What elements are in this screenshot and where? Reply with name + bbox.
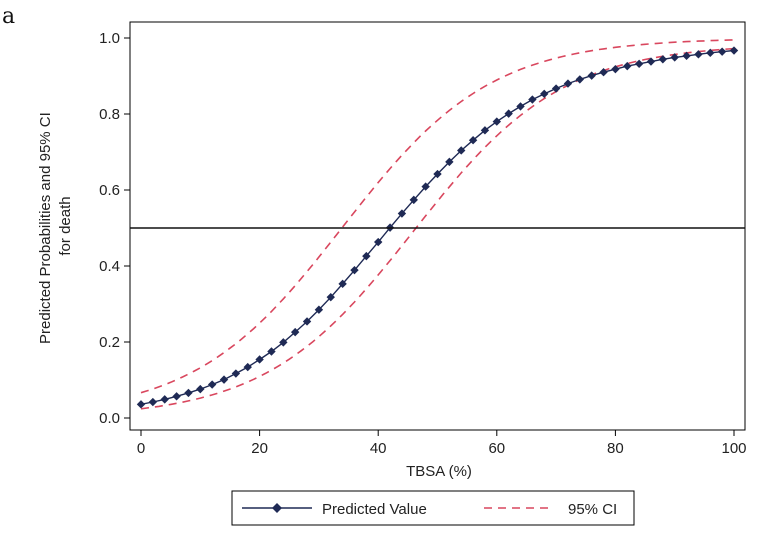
predicted-value-point [374,237,383,247]
predicted-value-point [480,126,490,135]
y-tick-label: 0.2 [99,334,120,351]
predicted-value-point [326,292,335,302]
predicted-value-point [611,64,620,74]
predicted-value-point [504,109,513,118]
predicted-value-point [362,251,371,261]
predicted-value-point [729,46,739,55]
y-tick-label: 1.0 [99,30,120,47]
x-tick-label: 80 [607,440,624,457]
predicted-value-point [136,400,146,409]
y-tick-label: 0.0 [99,410,120,427]
ci-upper-line [140,39,735,394]
predicted-value-point [670,53,679,62]
predicted-value-point [433,169,442,179]
legend: Predicted Value 95% CI [231,490,635,526]
predicted-value-point [148,397,158,407]
predicted-value-point [634,59,644,69]
y-tick-label: 0.4 [99,258,120,275]
predicted-value-point [658,55,668,64]
x-tick-label: 40 [370,440,387,457]
x-axis: 0 20 40 60 80 100 [137,430,747,457]
predicted-value-point [231,369,241,378]
predicted-value-point [196,384,205,394]
predicted-value-point [267,347,276,356]
predicted-value-point [290,327,300,337]
predicted-value-point [492,117,501,126]
predicted-value-point [314,305,324,314]
ci-lower-line [140,47,735,410]
predicted-value-point [219,375,229,384]
x-tick-label: 60 [488,440,505,457]
y-tick-label: 0.8 [99,106,120,123]
predicted-value-point [528,95,537,104]
predicted-value-point [184,388,193,398]
predicted-value-point [207,380,217,389]
predicted-value-point [623,61,632,71]
predicted-value-point [540,89,549,99]
predicted-value-point [706,48,715,58]
predicted-value-point [172,392,181,401]
predicted-value-point [682,51,691,61]
predicted-value-point [255,355,264,364]
x-tick-label: 20 [251,440,268,457]
predicted-value-point [457,146,466,155]
legend-label-ci: 95% CI [568,501,617,518]
predicted-value-point [338,279,347,289]
series-layer [136,39,739,410]
predicted-value-point [350,265,359,275]
predicted-value-point [587,71,596,80]
predicted-value-point [563,79,573,88]
predicted-value-point [302,317,312,326]
legend-label-predicted: Predicted Value [322,501,427,518]
plot-area [129,21,746,431]
predicted-value-point [575,75,585,84]
legend-box [231,490,635,526]
y-axis-title-line-1: Predicted Probabilities and 95% CI [37,112,54,344]
x-axis-title: TBSA (%) [406,463,472,480]
predicted-value-point [409,195,418,205]
predicted-value-point [717,47,727,56]
predicted-value-point [243,362,252,372]
predicted-value-point [445,157,454,167]
y-axis-title: Predicted Probabilities and 95% CI for d… [37,108,74,344]
predicted-value-point [160,395,169,404]
x-tick-label: 0 [137,440,145,457]
predicted-value-point [646,57,656,66]
x-tick-label: 100 [721,440,746,457]
predicted-value-point [279,338,288,347]
predicted-value-point [421,182,430,191]
legend-marker-predicted [272,503,282,513]
predicted-value-point [397,209,407,218]
panel-label: a [2,4,16,29]
predicted-value-point [468,136,478,145]
y-tick-label: 0.6 [99,182,120,199]
predicted-value-point [516,102,525,111]
y-axis: 0.0 0.2 0.4 0.6 0.8 1.0 [99,30,130,427]
predicted-value-point [599,68,608,77]
y-axis-title-line-2: for death [57,196,74,255]
predicted-value-point [551,84,561,93]
predicted-value-point [694,50,703,59]
